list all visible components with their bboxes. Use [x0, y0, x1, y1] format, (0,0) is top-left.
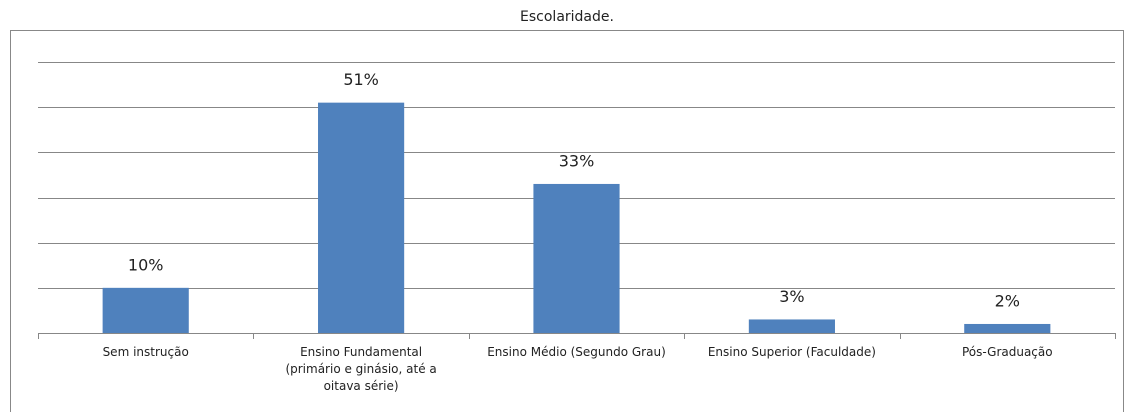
bar [318, 102, 405, 334]
chart-title: Escolaridade. [520, 9, 614, 25]
bar [964, 323, 1051, 333]
x-tick-label: Sem instrução [102, 345, 189, 359]
data-label: 10% [128, 255, 164, 274]
bar [102, 287, 189, 333]
data-label: 3% [779, 287, 804, 306]
data-label: 51% [343, 70, 379, 89]
bar [748, 319, 835, 333]
bar [533, 183, 620, 333]
x-tick-label: Ensino Superior (Faculdade) [707, 345, 876, 359]
data-label: 33% [559, 151, 595, 170]
x-tick-label: Ensino Fundamental (primário e ginásio, … [285, 345, 437, 393]
x-tick-label: Ensino Médio (Segundo Grau) [487, 345, 666, 359]
data-label: 2% [995, 291, 1020, 310]
x-tick-label: Pós-Graduação [961, 345, 1053, 359]
chart-border [10, 30, 1124, 412]
